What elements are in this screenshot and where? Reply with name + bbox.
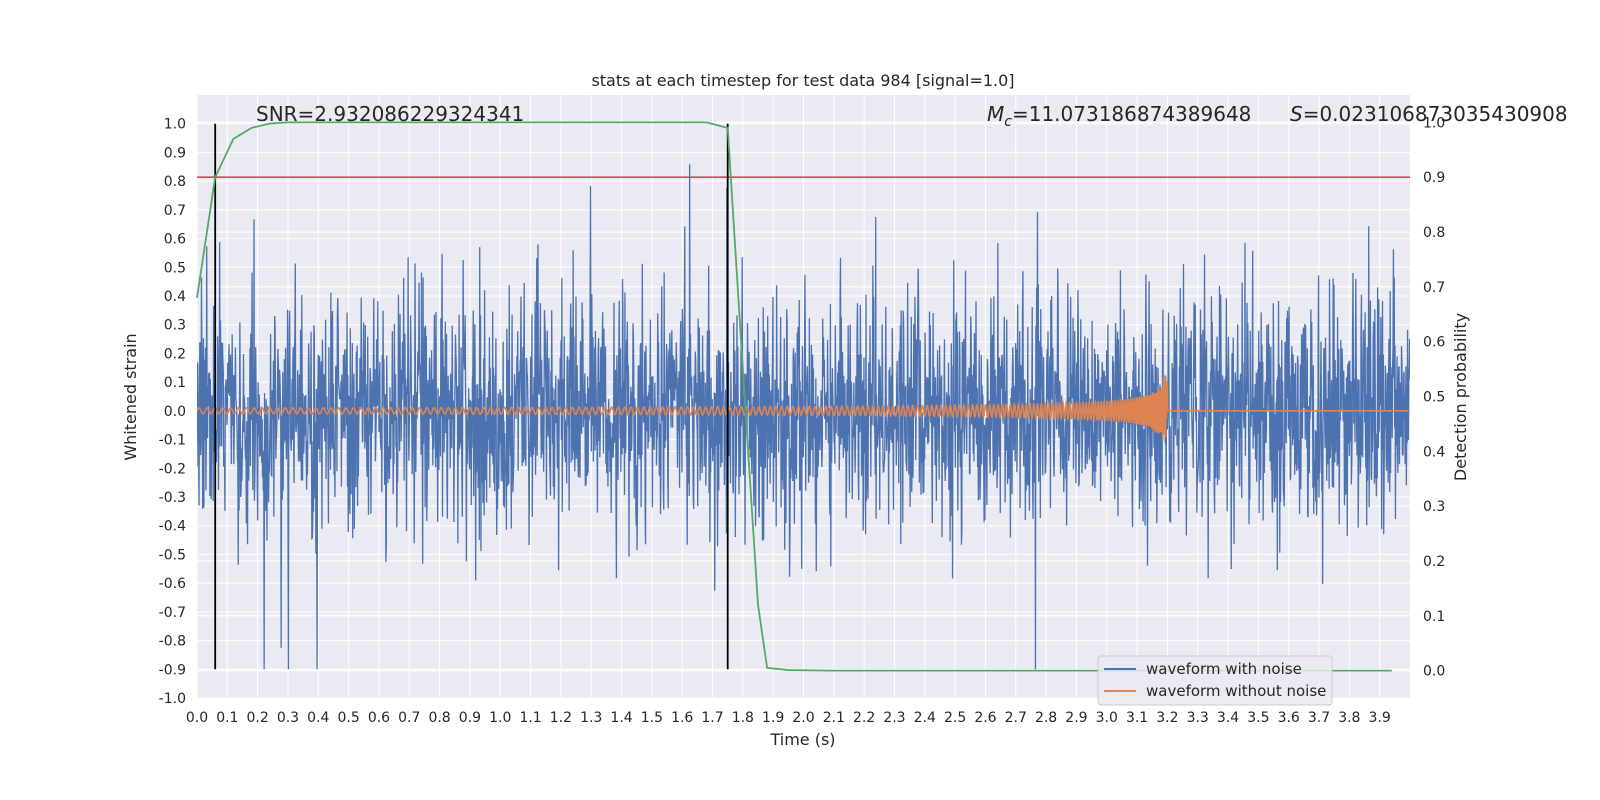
x-tick-label: 0.7 [398, 710, 420, 726]
vertical-markers [214, 123, 729, 670]
x-tick-label: 1.3 [580, 710, 602, 726]
y2-tick-label: 0.4 [1423, 444, 1445, 460]
x-tick-label: 1.1 [519, 710, 541, 726]
y2-tick-label: 0.0 [1423, 664, 1445, 680]
chirp-mass-value: =11.073186874389648 [1012, 102, 1251, 126]
x-tick-label: 0.6 [368, 710, 390, 726]
x-tick-label: 1.8 [732, 710, 754, 726]
x-tick-label: 1.6 [671, 710, 693, 726]
y-tick-label: 0.2 [164, 346, 186, 362]
y2-tick-labels: 1.0 0.9 0.8 0.7 0.6 0.5 0.4 0.3 0.2 0.1 0.0 [1423, 115, 1445, 679]
y-tick-label: 0.8 [164, 174, 186, 190]
y-tick-label: -1.0 [159, 691, 186, 707]
y-tick-label: -0.9 [159, 662, 186, 678]
snr-annotation: SNR=2.932086229324341 [256, 102, 524, 126]
y-tick-label: -0.4 [159, 519, 186, 535]
x-tick-label: 1.7 [701, 710, 723, 726]
x-tick-label: 0.3 [277, 710, 299, 726]
x-tick-label: 1.4 [610, 710, 632, 726]
y2-tick-label: 0.5 [1423, 390, 1445, 406]
x-tick-label: 2.2 [853, 710, 875, 726]
x-tick-label: 3.8 [1338, 710, 1360, 726]
waveform-without-noise-line [197, 375, 1410, 441]
noise-path [197, 164, 1410, 670]
s-annotation: S=0.023106873035430908 [1290, 102, 1568, 126]
probability-path [196, 121, 1392, 672]
y-tick-label: -0.8 [159, 634, 186, 650]
y-tick-label: 0.9 [164, 145, 186, 161]
y2-tick-label: 0.7 [1423, 280, 1445, 296]
x-tick-label: 3.3 [1187, 710, 1209, 726]
y2-tick-label: 0.9 [1423, 170, 1445, 186]
y-tick-label: 0.0 [164, 404, 186, 420]
x-tick-label: 2.7 [1005, 710, 1027, 726]
legend-box [1097, 655, 1333, 706]
chirp-mass-symbol: M [987, 102, 1004, 126]
legend-label-clean: waveform without noise [1146, 682, 1326, 700]
x-tick-label: 2.1 [823, 710, 845, 726]
y2-tick-label: 0.2 [1423, 554, 1445, 570]
x-tick-label: 0.9 [459, 710, 481, 726]
y-tick-label: 0.4 [164, 289, 186, 305]
y-tick-label: -0.5 [159, 547, 186, 563]
s-symbol: S [1290, 102, 1303, 126]
x-tick-label: 0.5 [337, 710, 359, 726]
x-tick-label: 1.5 [641, 710, 663, 726]
x-tick-label: 3.7 [1308, 710, 1330, 726]
y-axis-label: Whitened strain [121, 333, 140, 460]
x-tick-label: 3.4 [1217, 710, 1239, 726]
x-tick-label: 2.0 [792, 710, 814, 726]
x-tick-label: 0.1 [216, 710, 238, 726]
y2-tick-label: 0.3 [1423, 499, 1445, 515]
x-tick-label: 1.0 [489, 710, 511, 726]
y-tick-label: -0.1 [159, 433, 186, 449]
x-tick-label: 0.8 [428, 710, 450, 726]
x-tick-label: 3.9 [1369, 710, 1391, 726]
x-tick-label: 3.1 [1126, 710, 1148, 726]
x-tick-label: 0.0 [186, 710, 208, 726]
x-tick-label: 3.5 [1247, 710, 1269, 726]
x-tick-label: 2.3 [883, 710, 905, 726]
waveform-with-noise-line [197, 164, 1410, 670]
x-tick-label: 1.2 [550, 710, 572, 726]
chirp-path [197, 375, 1410, 441]
legend: waveform with noise waveform without noi… [1097, 655, 1333, 706]
x-tick-label: 0.2 [247, 710, 269, 726]
y2-tick-label: 0.8 [1423, 225, 1445, 241]
x-tick-label: 2.8 [1035, 710, 1057, 726]
y2-tick-label: 0.1 [1423, 609, 1445, 625]
s-value: =0.023106873035430908 [1303, 102, 1568, 126]
x-tick-label: 0.4 [307, 710, 329, 726]
y-tick-label: 0.6 [164, 232, 186, 248]
y-tick-labels: 1.0 0.9 0.8 0.7 0.6 0.5 0.4 0.3 0.2 0.1 0.0 -0.1 -0.… [159, 117, 186, 707]
x-tick-label: 2.4 [914, 710, 936, 726]
x-tick-label: 3.0 [1096, 710, 1118, 726]
x-axis-label: Time (s) [769, 730, 835, 749]
x-tick-label: 2.9 [1065, 710, 1087, 726]
detection-probability-line [196, 121, 1392, 672]
y-tick-label: -0.3 [159, 490, 186, 506]
y-tick-label: -0.6 [159, 576, 186, 592]
y-tick-label: 1.0 [164, 117, 186, 133]
chirp-mass-annotation: Mc=11.073186874389648 [987, 102, 1251, 130]
x-tick-label: 2.5 [944, 710, 966, 726]
legend-label-noise: waveform with noise [1146, 660, 1302, 678]
y-tick-label: 0.1 [164, 375, 186, 391]
x-tick-label: 2.6 [974, 710, 996, 726]
y2-tick-label: 0.6 [1423, 335, 1445, 351]
x-tick-label: 3.2 [1156, 710, 1178, 726]
x-tick-label: 1.9 [762, 710, 784, 726]
y-tick-label: 0.7 [164, 203, 186, 219]
y-tick-label: -0.2 [159, 461, 186, 477]
y-tick-label: 0.5 [164, 260, 186, 276]
x-tick-labels: 0.0 0.1 0.2 0.3 0.4 0.5 0.6 0.7 0.8 0.9 1.0 1.1 1.2 1… [186, 710, 1391, 726]
chirp-mass-subscript: c [1004, 114, 1012, 130]
chart-title: stats at each timestep for test data 984… [591, 71, 1014, 90]
y2-tick-label: 1.0 [1423, 115, 1445, 131]
y2-axis-label: Detection probability [1451, 313, 1470, 481]
y-tick-label: 0.3 [164, 318, 186, 334]
y-tick-label: -0.7 [159, 605, 186, 621]
x-tick-label: 3.6 [1278, 710, 1300, 726]
